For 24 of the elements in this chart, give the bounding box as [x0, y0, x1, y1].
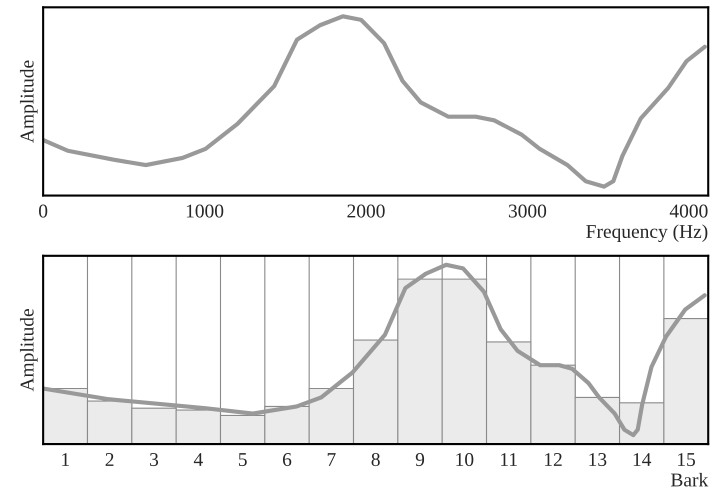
x-tick-label: 14 [634, 453, 652, 466]
x-tick-label: 4000 [670, 204, 708, 218]
x-tick-label: 3 [150, 453, 158, 466]
y-axis-title: Amplitude [20, 309, 38, 392]
x-tick-label: 3000 [508, 204, 546, 218]
x-tick-label: 1 [62, 453, 70, 466]
x-tick-label: 7 [328, 453, 336, 466]
x-tick-label: 10 [456, 452, 474, 466]
y-axis-title: Amplitude [20, 60, 38, 143]
x-tick-label: 4 [194, 453, 203, 466]
x-axis-title: Frequency (Hz) [586, 224, 708, 242]
x-tick-label: 9 [416, 453, 424, 466]
x-tick-label: 8 [372, 452, 380, 466]
x-tick-label: 13 [589, 453, 606, 466]
x-axis-title: Bark [670, 472, 708, 487]
x-tick-label: 2 [106, 453, 114, 466]
x-tick-label: 11 [501, 453, 517, 466]
x-tick-label: 5 [238, 453, 247, 466]
x-tick-label: 0 [39, 204, 48, 218]
x-tick-label: 1000 [186, 204, 224, 218]
x-tick-label: 6 [282, 453, 292, 466]
x-tick-label: 12 [545, 453, 562, 466]
x-tick-label: 2000 [347, 204, 385, 218]
x-tick-label: 15 [678, 453, 696, 466]
